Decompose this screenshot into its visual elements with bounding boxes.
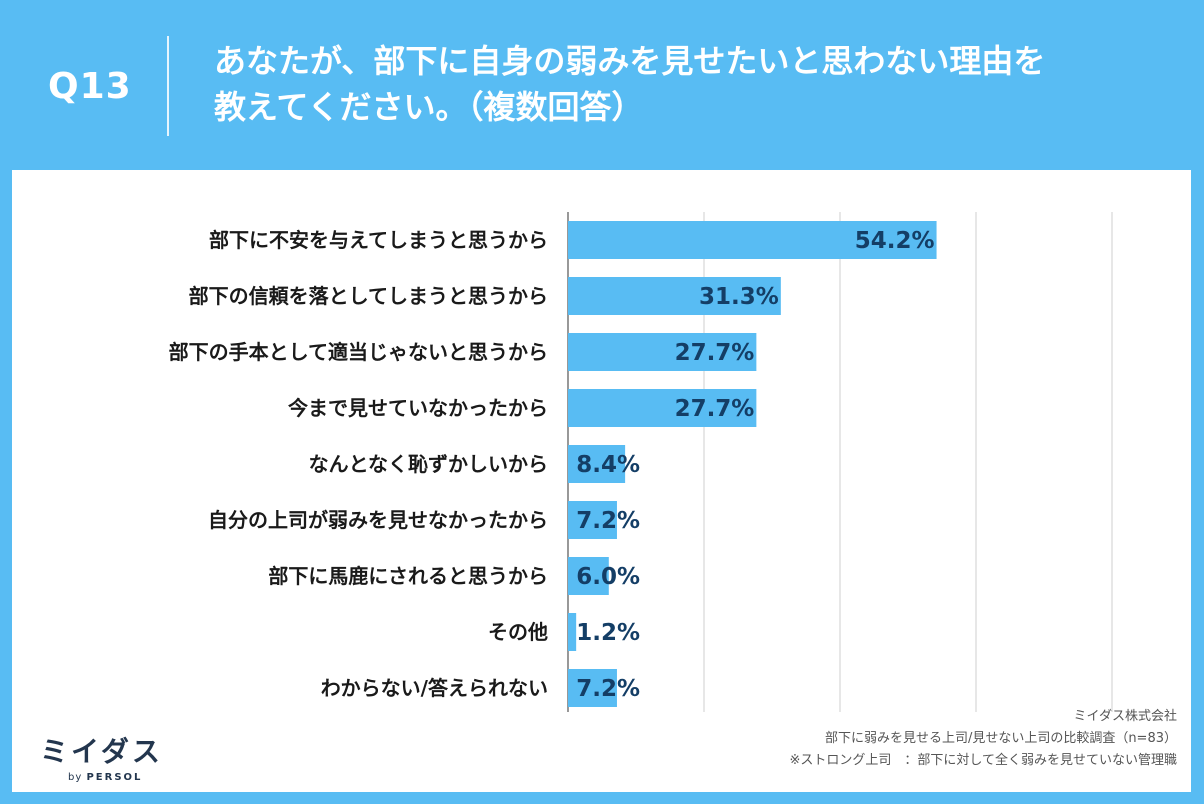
miidas-logo: ミイダス by PERSOL [40, 730, 163, 783]
value-label: 8.4% [576, 452, 640, 478]
logo-wordmark: ミイダス [40, 735, 163, 768]
category-label: 部下に不安を与えてしまうと思うから [209, 228, 548, 252]
bar [568, 277, 781, 315]
source-note: ※ストロング上司 ：部下に対して全く弱みを見せていない管理職 [789, 753, 1177, 768]
category-label: その他 [488, 620, 548, 644]
bar [568, 557, 609, 595]
bar [568, 501, 617, 539]
logo-company: PERSOL [86, 772, 143, 783]
value-label: 7.2% [576, 508, 640, 534]
question-title-line2: 教えてください。（複数回答） [214, 88, 644, 126]
bar [568, 221, 937, 259]
bar-chart: 部下に不安を与えてしまうと思うから 54.2% 部下の信頼を落としてしまうと思うから… [169, 212, 1113, 712]
chart-panel: 部下に不安を与えてしまうと思うから 54.2% 部下の信頼を落としてしまうと思うから… [12, 170, 1191, 792]
category-label: わからない/答えられない [321, 676, 548, 700]
category-label: 今まで見せていなかったから [288, 396, 548, 420]
category-label: 部下の手本として適当じゃないと思うから [169, 340, 548, 364]
bar [568, 613, 577, 651]
category-label: 部下の信頼を落としてしまうと思うから [189, 284, 548, 308]
value-label: 27.7% [675, 340, 755, 366]
question-title-line1: あなたが、部下に自身の弱みを見せたいと思わない理由を [214, 42, 1046, 80]
logo-by: by [68, 772, 83, 783]
header-divider [167, 36, 169, 136]
value-label: 31.3% [699, 284, 779, 310]
bar [568, 333, 757, 371]
category-label: なんとなく恥ずかしいから [309, 452, 548, 476]
source-notes: ミイダス株式会社 部下に弱みを見せる上司/見せない上司の比較調査（n=83） ※… [789, 706, 1177, 772]
value-label: 6.0% [576, 564, 640, 590]
header: Q13 あなたが、部下に自身の弱みを見せたいと思わない理由を 教えてください。（… [0, 0, 1204, 170]
category-label: 部下に馬鹿にされると思うから [268, 564, 548, 588]
category-label: 自分の上司が弱みを見せなかったから [208, 508, 548, 532]
source-survey: 部下に弱みを見せる上司/見せない上司の比較調査（n=83） [824, 731, 1177, 746]
bar [568, 389, 757, 427]
value-label: 27.7% [675, 396, 755, 422]
bar [568, 669, 617, 707]
source-company: ミイダス株式会社 [1073, 709, 1177, 724]
logo-byline: by PERSOL [68, 772, 163, 783]
question-number: Q13 [48, 66, 132, 107]
value-label: 54.2% [855, 228, 935, 254]
value-label: 1.2% [576, 620, 640, 646]
bar [568, 445, 626, 483]
question-title: あなたが、部下に自身の弱みを見せたいと思わない理由を 教えてください。（複数回答… [214, 38, 1174, 130]
value-label: 7.2% [576, 676, 640, 702]
